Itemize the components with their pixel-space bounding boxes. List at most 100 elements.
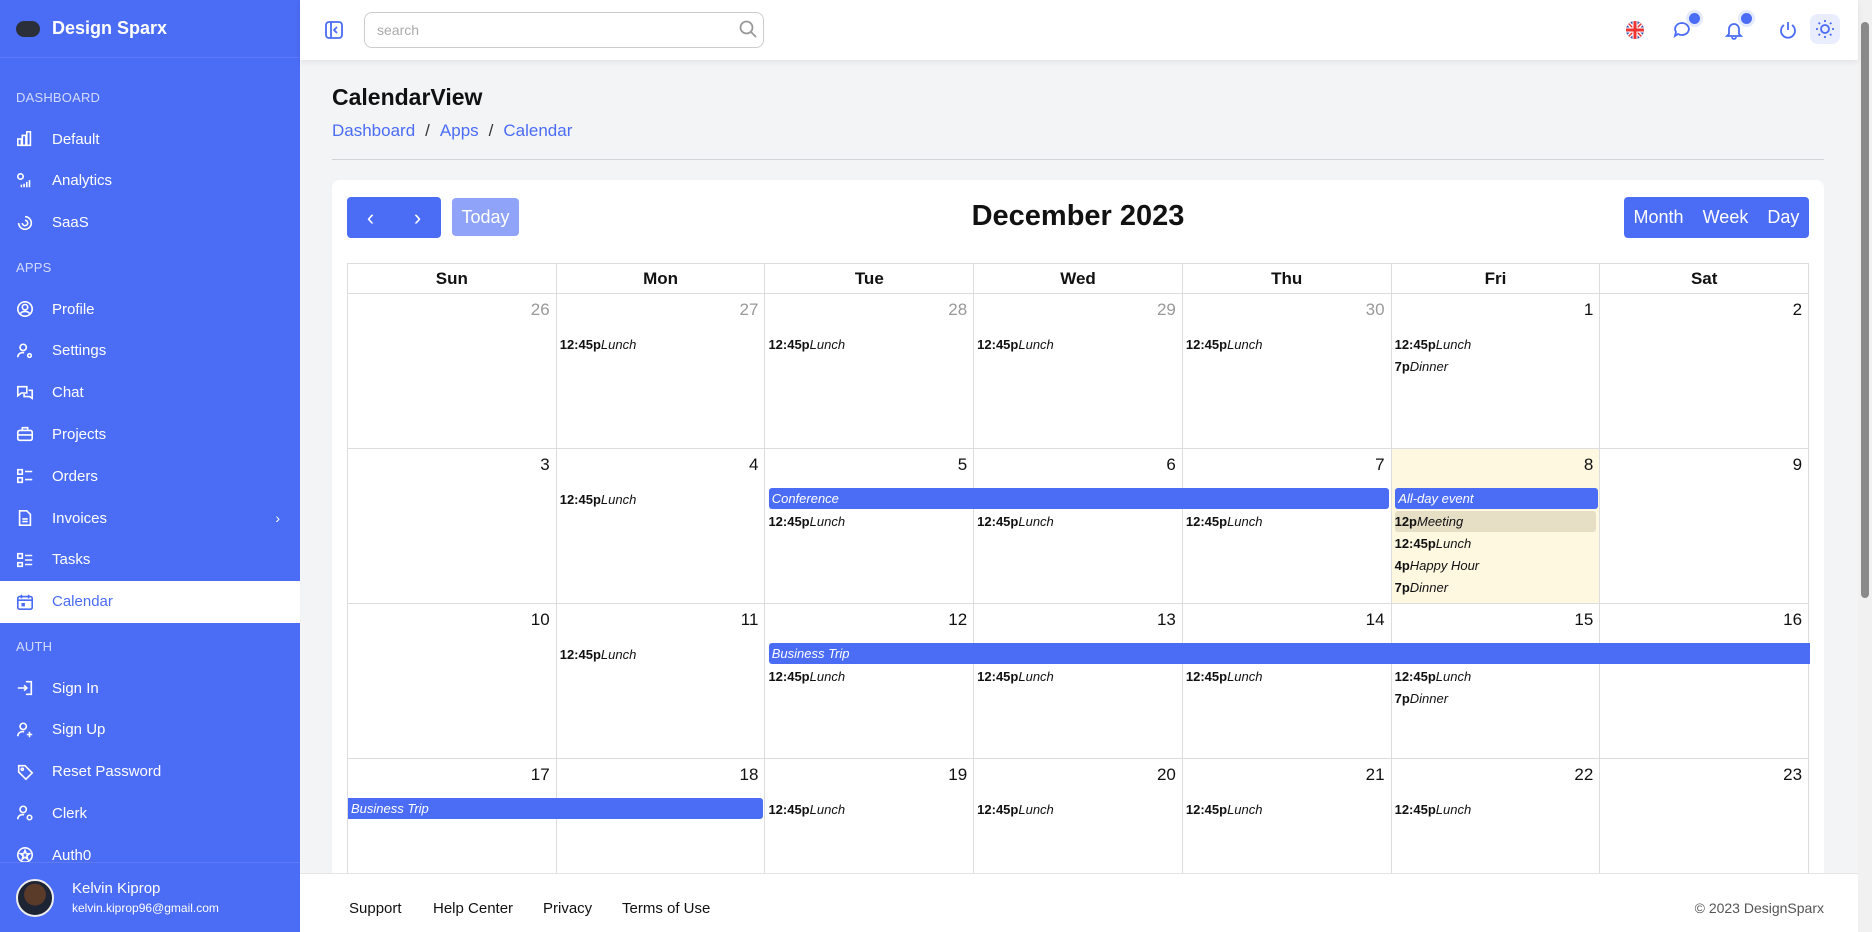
search-input[interactable] [364,12,764,48]
scrollbar[interactable] [1858,0,1872,932]
day-cell[interactable]: 12 12:45pLunch [764,604,973,758]
day-number[interactable]: 12 [948,610,968,629]
sidebar-item-sign-up[interactable]: Sign Up [0,709,300,751]
day-cell[interactable]: 27 12:45pLunch [555,294,765,448]
day-cell[interactable]: 10 [348,604,556,758]
day-number[interactable]: 26 [530,300,550,319]
day-cell[interactable]: 6 12:45pLunch [973,449,1182,603]
calendar-event[interactable]: 12:45pLunch [977,511,1179,532]
uk-flag-icon[interactable] [1625,20,1645,40]
day-number[interactable]: 30 [1365,300,1385,319]
day-number[interactable]: 14 [1365,610,1385,629]
sidebar-item-calendar[interactable]: Calendar [0,580,300,623]
day-number[interactable]: 10 [530,610,550,629]
day-cell[interactable]: 23 [1599,759,1808,913]
all-day-event[interactable]: All-day event [1395,488,1599,509]
next-button[interactable]: › [413,204,422,230]
search-icon[interactable] [738,19,758,39]
all-day-event[interactable]: Business Trip [348,798,763,819]
sidebar-item-orders[interactable]: Orders [0,455,300,497]
calendar-event[interactable]: 7pDinner [1395,356,1597,377]
day-cell[interactable]: 20 12:45pLunch [973,759,1182,913]
breadcrumb-calendar[interactable]: Calendar [503,121,573,140]
theme-toggle-button[interactable] [1810,14,1840,44]
day-cell[interactable]: 18 [555,759,765,913]
day-number[interactable]: 13 [1156,610,1176,629]
day-number[interactable]: 15 [1574,610,1594,629]
calendar-event[interactable]: 12:45pLunch [1186,666,1388,687]
day-number[interactable]: 6 [1166,455,1176,474]
breadcrumb-apps[interactable]: Apps [439,121,479,140]
day-cell[interactable]: 1 12:45pLunch 7pDinner [1390,294,1600,448]
sidebar-item-analytics[interactable]: Analytics [0,160,300,202]
day-number[interactable]: 2 [1792,300,1803,319]
calendar-event[interactable]: 12:45pLunch [560,489,762,510]
calendar-event[interactable]: 12:45pLunch [977,666,1179,687]
day-cell[interactable]: 11 12:45pLunch [555,604,765,758]
day-number[interactable]: 3 [540,455,550,474]
breadcrumb-dashboard[interactable]: Dashboard [332,121,416,140]
day-cell[interactable]: 19 12:45pLunch [764,759,973,913]
day-number[interactable]: 16 [1783,610,1803,629]
calendar-event[interactable]: 12:45pLunch [1186,799,1388,820]
day-number[interactable]: 27 [739,300,759,319]
day-cell[interactable]: 14 12:45pLunch [1181,604,1391,758]
sidebar-item-profile[interactable]: Profile [0,288,300,330]
day-number[interactable]: 22 [1574,765,1594,784]
calendar-event[interactable]: 12:45pLunch [560,644,762,665]
sidebar-item-projects[interactable]: Projects [0,413,300,455]
day-cell[interactable]: 16 [1599,604,1808,758]
day-cell[interactable]: 9 [1599,449,1808,603]
day-number[interactable]: 1 [1583,300,1594,319]
sidebar-toggle-icon[interactable] [324,20,344,40]
chat-icon[interactable] [1672,20,1692,40]
sidebar-item-settings[interactable]: Settings [0,330,300,372]
user-panel[interactable]: Kelvin Kiprop kelvin.kiprop96@gmail.com [0,862,300,932]
sidebar-item-invoices[interactable]: Invoices › [0,497,300,539]
day-cell[interactable]: 15 12:45pLunch 7pDinner [1390,604,1600,758]
calendar-event[interactable]: 7pDinner [1395,577,1597,598]
calendar-event[interactable]: 7pDinner [1395,688,1597,709]
day-cell[interactable]: 5 12:45pLunch [764,449,973,603]
day-cell[interactable]: 30 12:45pLunch [1181,294,1391,448]
sidebar-item-default[interactable]: Default [0,118,300,160]
calendar-event[interactable]: 12:45pLunch [977,334,1179,355]
calendar-event[interactable]: 12:45pLunch [768,511,970,532]
day-cell[interactable]: 13 12:45pLunch [973,604,1182,758]
view-day-button[interactable]: Day [1767,207,1800,227]
sidebar-item-sign-in[interactable]: Sign In [0,667,300,709]
day-number[interactable]: 29 [1156,300,1176,319]
calendar-event[interactable]: 12:45pLunch [1395,666,1597,687]
day-cell[interactable]: 8 12pMeeting 12:45pLunch 4pHappy Hour 7pDinn… [1390,449,1600,603]
day-number[interactable]: 8 [1583,455,1594,474]
calendar-event[interactable]: 12:45pLunch [1395,533,1597,554]
prev-button[interactable]: ‹ [366,204,375,230]
sidebar-item-tasks[interactable]: Tasks [0,539,300,581]
sidebar-item-saas[interactable]: SaaS [0,202,300,244]
today-button[interactable]: Today [452,198,519,236]
calendar-event[interactable]: 12:45pLunch [1186,334,1388,355]
day-cell[interactable]: 28 12:45pLunch [764,294,973,448]
sidebar-item-chat[interactable]: Chat [0,372,300,414]
day-number[interactable]: 17 [530,765,550,784]
bell-icon[interactable] [1724,20,1744,40]
calendar-event[interactable]: 4pHappy Hour [1395,555,1597,576]
calendar-event[interactable]: 12pMeeting [1394,511,1597,532]
day-number[interactable]: 23 [1783,765,1803,784]
day-cell[interactable]: 26 [348,294,556,448]
day-cell[interactable]: 17 [348,759,556,913]
day-number[interactable]: 21 [1365,765,1385,784]
calendar-event[interactable]: 12:45pLunch [977,799,1179,820]
day-cell[interactable]: 2 [1599,294,1808,448]
footer-support-link[interactable]: Support [349,900,402,917]
view-week-button[interactable]: Week [1702,207,1749,227]
all-day-event[interactable]: Business Trip [768,643,1810,664]
calendar-event[interactable]: 12:45pLunch [1395,799,1597,820]
day-number[interactable]: 18 [739,765,759,784]
calendar-event[interactable]: 12:45pLunch [768,666,970,687]
day-number[interactable]: 11 [740,610,759,629]
day-number[interactable]: 19 [948,765,968,784]
calendar-event[interactable]: 12:45pLunch [768,334,970,355]
sidebar-item-reset-password[interactable]: Reset Password [0,751,300,793]
day-number[interactable]: 20 [1156,765,1176,784]
